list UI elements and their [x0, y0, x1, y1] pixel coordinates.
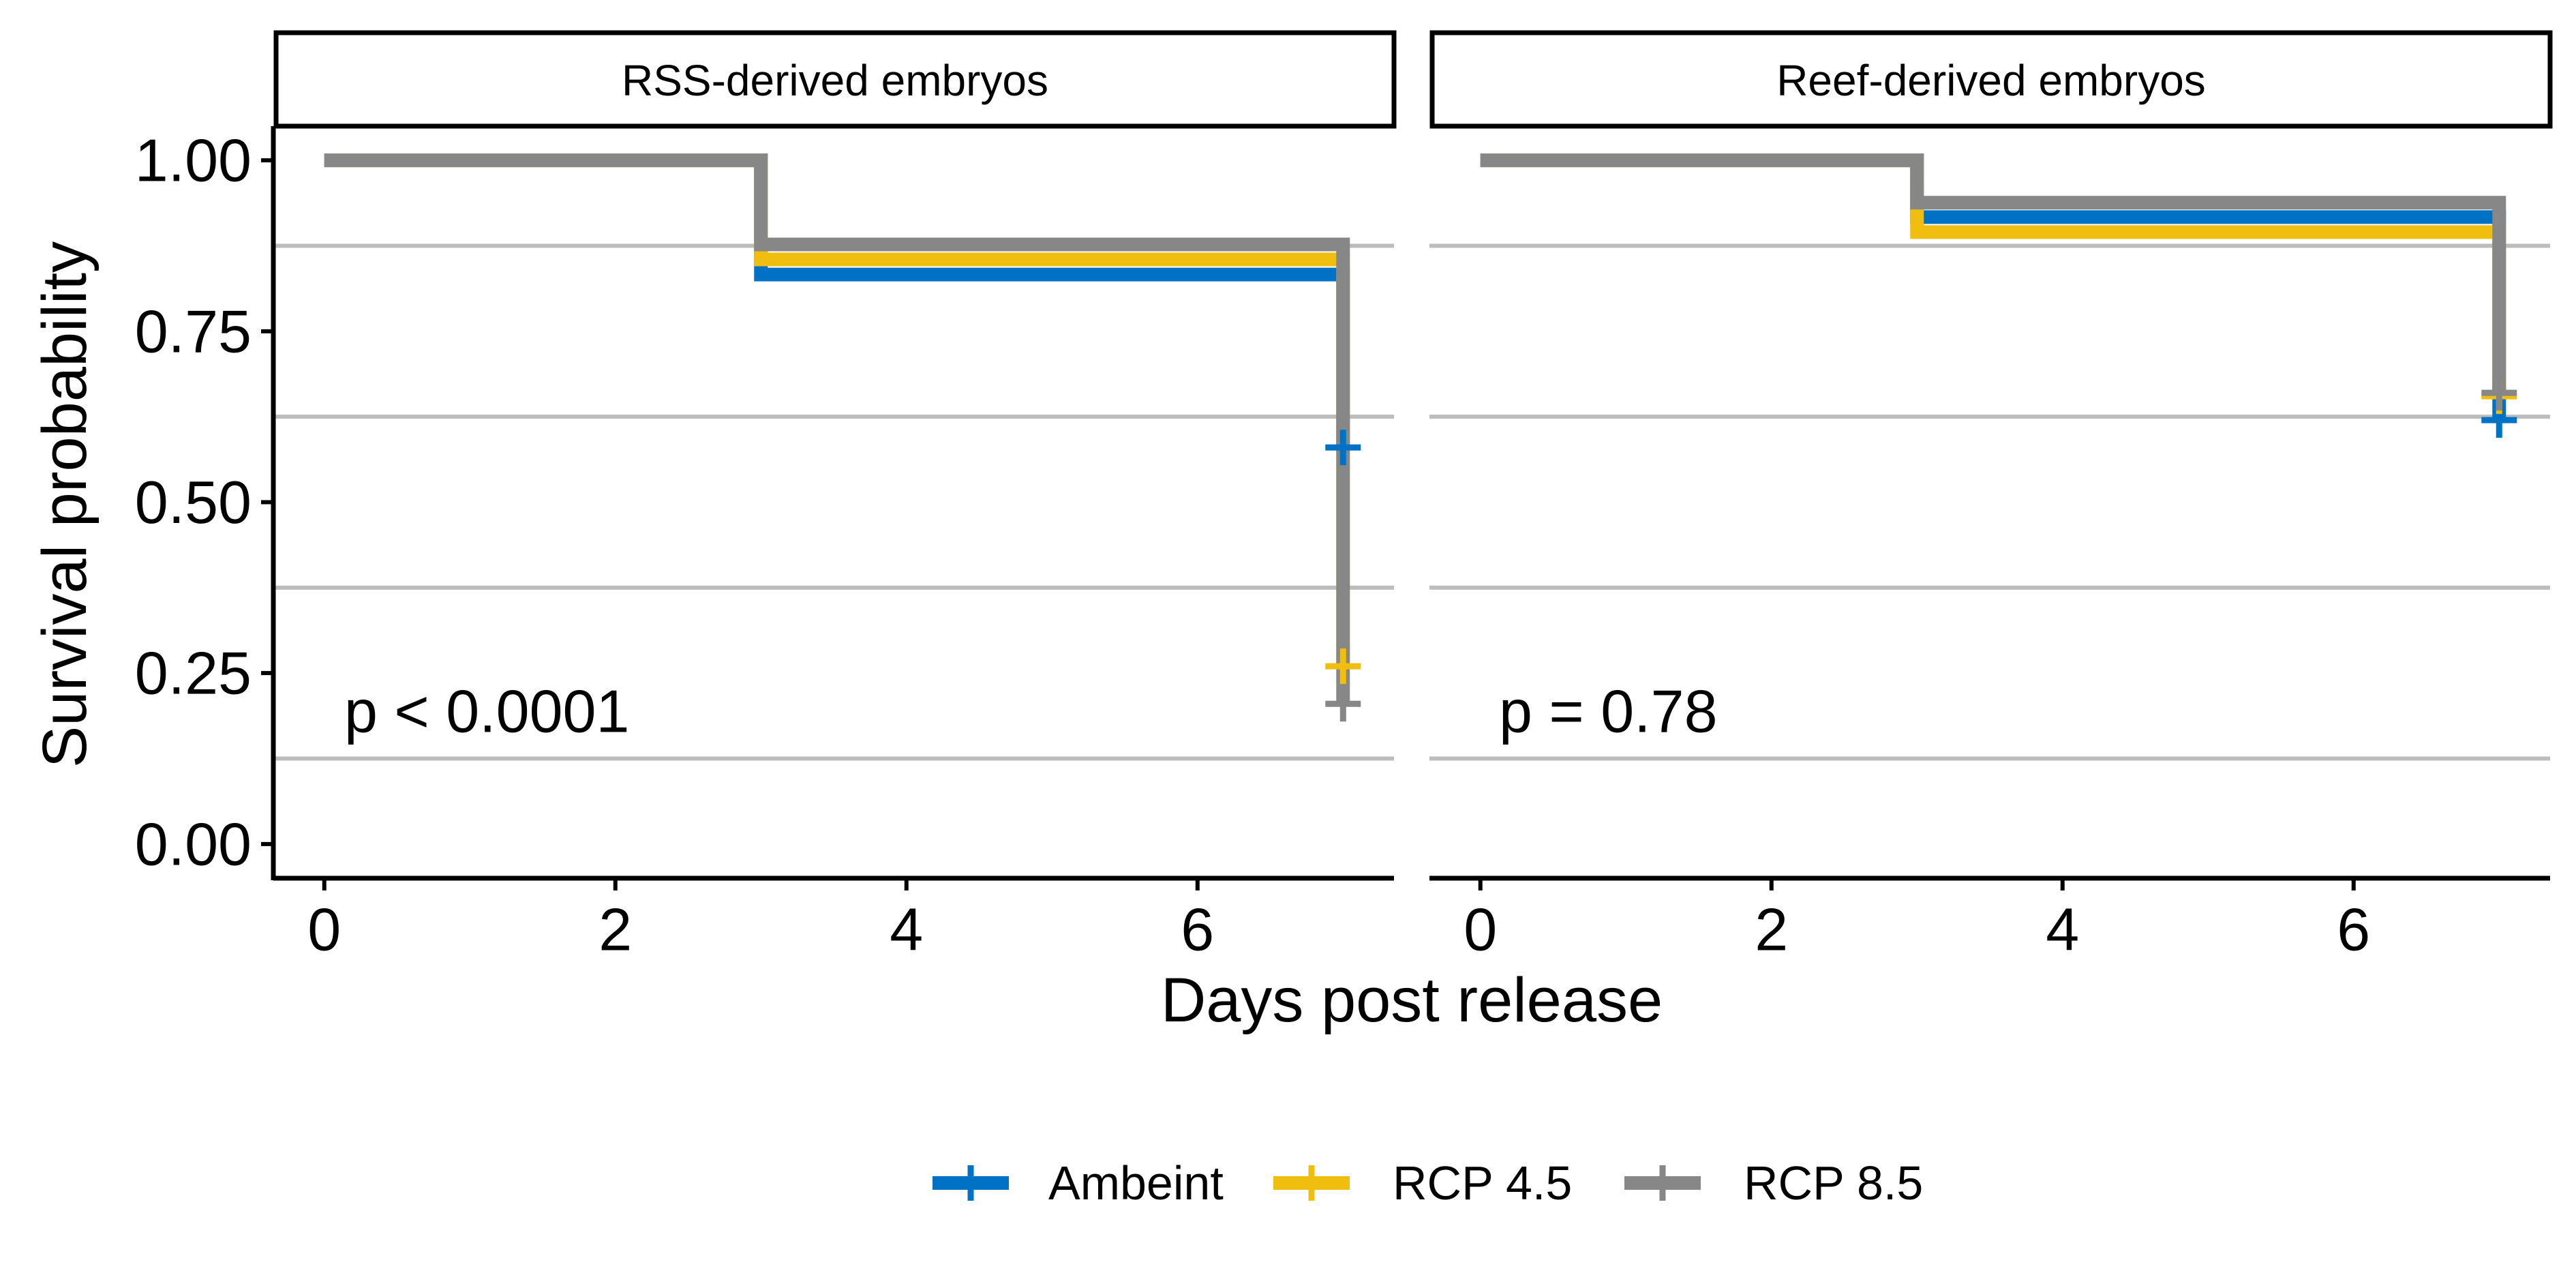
x-tick-label: 0: [307, 896, 341, 963]
legend-key-rcp-8-5: [1624, 1165, 1701, 1201]
legend-label-rcp-4-5: RCP 4.5: [1393, 1156, 1572, 1210]
pvalue-rss: p < 0.0001: [344, 678, 629, 745]
legend: Ambeint RCP 4.5 RCP 8.5: [933, 1156, 1923, 1210]
series-line-rcp-4-5-reef: [1480, 153, 2506, 397]
legend-label-rcp-8-5: RCP 8.5: [1744, 1156, 1923, 1210]
strip-box-rss: [273, 30, 1397, 129]
series-line-rcp-4-5-rss: [324, 153, 1350, 667]
x-tick-label: 4: [890, 896, 923, 963]
legend-item-rcp-4-5: RCP 4.5: [1273, 1156, 1572, 1210]
strip-box-reef: [1429, 30, 2553, 129]
series-line-rcp-8-5-rss: [324, 153, 1350, 704]
legend-label-ambeint: Ambeint: [1048, 1156, 1224, 1210]
y-tick-label: 0.75: [135, 297, 252, 365]
strip-label-rss: RSS-derived embryos: [622, 56, 1048, 105]
y-tick-label: 0.50: [135, 468, 252, 536]
series-group-rss: [324, 153, 1361, 722]
y-ticks: 0.00 0.25 0.50 0.75 1.00: [135, 127, 273, 878]
x-tick-label: 6: [1181, 896, 1214, 963]
y-axis-title: Survival probability: [30, 241, 100, 768]
legend-key-ambeint: [933, 1165, 1009, 1201]
series-line-ambeint-rss: [324, 153, 1350, 448]
legend-item-rcp-8-5: RCP 8.5: [1624, 1156, 1923, 1210]
y-tick-label: 0.00: [135, 810, 252, 878]
x-ticks-reef: 0 2 4 6: [1464, 878, 2370, 963]
x-tick-label: 6: [2337, 896, 2370, 963]
x-tick-label: 2: [598, 896, 632, 963]
series-line-rcp-8-5-reef: [1480, 153, 2506, 393]
strip-label-reef: Reef-derived embryos: [1776, 56, 2206, 105]
x-ticks-rss: 0 2 4 6: [307, 878, 1214, 963]
x-axis-title: Days post release: [1161, 965, 1663, 1035]
panel-reef-derived: Reef-derived embryos p = 0.78 0 2 4 6: [1429, 30, 2553, 963]
grid-lines-reef: [1429, 243, 2550, 761]
panel-rss-derived: RSS-derived embryos p < 0.0001 0 2 4 6 0.00…: [135, 30, 1397, 963]
censor-mark-ambeint-rss: [1325, 430, 1361, 466]
y-tick-label: 1.00: [135, 127, 252, 194]
censor-mark-rcp-8-5-reef: [2481, 375, 2517, 411]
x-tick-label: 0: [1464, 896, 1497, 963]
censor-mark-rcp-8-5-rss: [1325, 686, 1361, 722]
y-tick-label: 0.25: [135, 640, 252, 707]
pvalue-reef: p = 0.78: [1499, 678, 1718, 745]
censor-mark-rcp-4-5-rss: [1325, 648, 1361, 685]
legend-key-rcp-4-5: [1273, 1165, 1350, 1201]
legend-item-ambeint: Ambeint: [933, 1156, 1224, 1210]
x-tick-label: 2: [1755, 896, 1788, 963]
series-group-reef: [1480, 153, 2517, 438]
x-tick-label: 4: [2046, 896, 2079, 963]
